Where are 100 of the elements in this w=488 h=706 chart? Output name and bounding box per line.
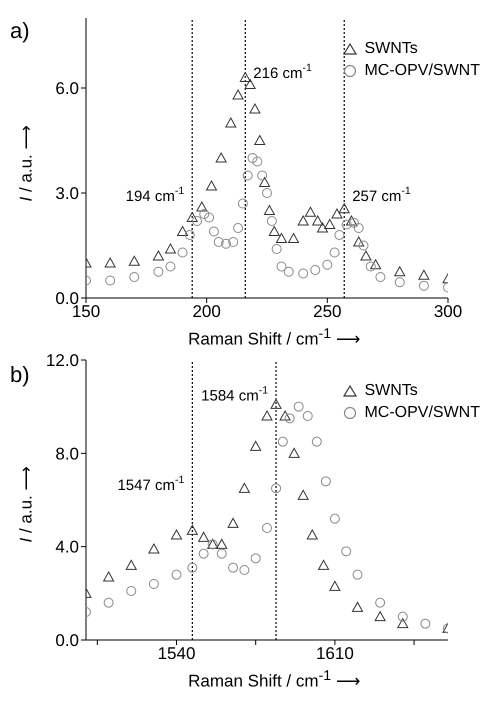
y-tick-label: 8.0 <box>55 444 79 464</box>
point <box>298 489 309 500</box>
point <box>240 72 251 82</box>
point <box>270 398 282 408</box>
legend-label: MC-OPV/SWNT <box>364 402 480 423</box>
y-tick-label: 0.0 <box>55 630 79 650</box>
point <box>105 276 116 286</box>
point <box>239 564 250 575</box>
point <box>397 618 408 628</box>
point <box>334 230 344 240</box>
x-axis-title: Raman Shift / cm$^{-1}$ ⟶ <box>187 326 361 350</box>
point <box>152 250 164 260</box>
point <box>228 517 239 528</box>
point <box>250 440 262 450</box>
point <box>199 209 210 219</box>
point <box>153 266 164 277</box>
point <box>220 238 231 249</box>
point <box>302 410 313 421</box>
legend-label: SWNTs <box>364 39 418 59</box>
x-tick-label: 300 <box>434 302 462 322</box>
point <box>257 170 268 180</box>
point <box>354 223 364 233</box>
point <box>329 580 340 590</box>
point <box>418 280 429 291</box>
point <box>259 177 270 187</box>
point <box>272 244 282 254</box>
point <box>330 513 340 524</box>
point <box>312 216 324 226</box>
point <box>242 170 253 180</box>
point <box>249 104 260 114</box>
x-axis-title: Raman Shift / cm$^{-1}$ ⟶ <box>187 668 361 692</box>
point <box>216 152 227 162</box>
chart-title: a) <box>10 18 30 44</box>
point <box>352 601 363 612</box>
point <box>370 259 382 270</box>
point <box>284 412 295 423</box>
point <box>338 203 350 214</box>
point <box>375 272 386 282</box>
point <box>186 524 198 534</box>
point <box>420 618 430 628</box>
point <box>178 248 188 258</box>
point <box>298 268 308 278</box>
legend-label: MC-OPV/SWNT <box>364 61 480 81</box>
point <box>192 216 202 226</box>
point <box>266 216 277 226</box>
point <box>184 230 195 240</box>
point <box>248 153 258 163</box>
point <box>206 180 217 190</box>
point <box>348 218 359 228</box>
point <box>304 206 316 217</box>
chart-title: b) <box>10 362 30 388</box>
point <box>225 118 236 128</box>
point <box>288 447 300 458</box>
point <box>418 270 430 280</box>
point <box>330 248 340 258</box>
point <box>216 548 227 558</box>
point <box>228 237 238 247</box>
point <box>250 552 261 563</box>
point <box>353 236 364 246</box>
point <box>262 188 272 198</box>
point <box>238 482 250 492</box>
point <box>126 586 136 596</box>
point <box>262 522 272 533</box>
point <box>276 233 287 243</box>
point <box>284 266 294 277</box>
point <box>171 529 182 540</box>
point <box>398 611 408 622</box>
y-tick-label: 12.0 <box>46 350 79 370</box>
point <box>360 250 372 260</box>
point <box>324 219 336 229</box>
point <box>394 277 405 288</box>
point <box>104 258 116 268</box>
point <box>280 410 291 420</box>
ref-line-label: 194 cm$^{-1}$ <box>126 184 184 206</box>
point <box>129 272 140 282</box>
point <box>252 156 262 166</box>
point <box>294 401 304 412</box>
y-axis-title: I / a.u. ⟶ <box>16 466 36 543</box>
point <box>104 597 114 608</box>
point <box>276 262 286 272</box>
point <box>322 260 332 270</box>
point <box>232 90 244 100</box>
point <box>148 543 160 554</box>
point <box>244 79 256 89</box>
ref-line-label: 216 cm$^{-1}$ <box>253 62 312 82</box>
point <box>352 569 362 580</box>
point <box>358 240 369 250</box>
point <box>254 135 266 145</box>
x-tick-label: 1540 <box>158 644 196 663</box>
point <box>172 569 182 580</box>
y-axis-title: I / a.u. ⟶ <box>16 125 36 201</box>
point <box>375 597 386 608</box>
point <box>165 262 176 272</box>
point <box>268 226 280 236</box>
point <box>341 546 352 556</box>
point <box>346 216 357 226</box>
point <box>198 548 209 558</box>
point <box>262 410 272 420</box>
point <box>317 222 328 232</box>
y-tick-label: 6.0 <box>55 79 79 98</box>
